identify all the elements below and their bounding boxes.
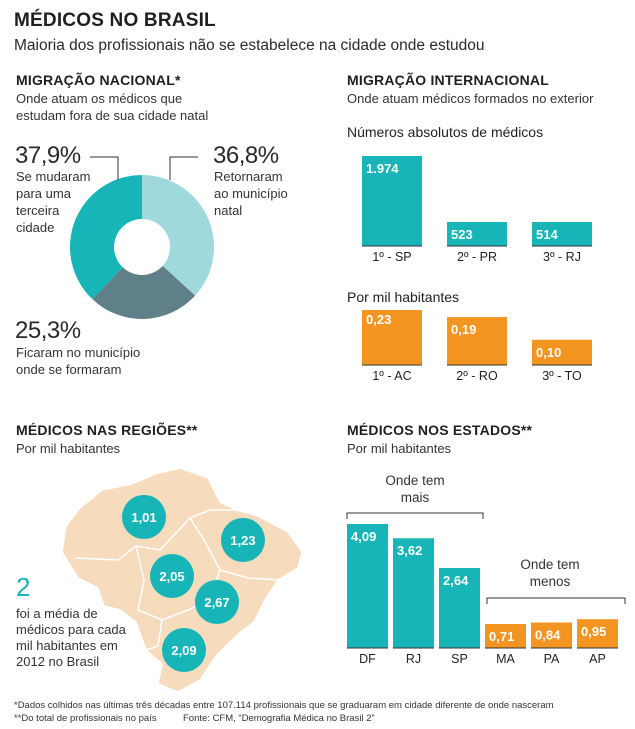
bar-category-1: 1º - SP [372,250,411,264]
donut-slice-2 [142,175,214,296]
bar-3 [439,567,480,648]
brazil-map: 1,01 1,23 2,05 2,67 2,09 [61,467,303,693]
region-bubble-4 [195,580,239,624]
region-value-2: 1,23 [230,533,255,548]
bar-category-2: 2º - PR [457,250,497,264]
page-title: MÉDICOS NO BRASIL [14,10,216,31]
per-chart-title: Por mil habitantes [347,289,460,305]
bar-2 [393,538,434,648]
map-border-n [75,509,236,561]
bar-category-2: RJ [406,652,421,666]
abs-bar-chart: 1.974 1º - SP 523 2º - PR 514 3º - RJ [362,156,592,264]
page-subtitle: Maioria dos profissionais não se estabel… [14,37,485,54]
bar-1 [347,524,388,648]
source: Fonte: CFM, “Demografia Médica no Brasil… [183,713,375,724]
bar-label-2: 523 [451,227,473,242]
bar-category-6: AP [589,652,606,666]
bar-category-3: 3º - RJ [543,250,581,264]
more-label: Onde tem mais [385,473,445,505]
bar-label-6: 0,95 [581,624,606,639]
donut-chart [70,156,214,319]
bar-category-3: SP [451,652,468,666]
more-bracket [346,512,484,519]
internacional-title: MIGRAÇÃO INTERNACIONAL [347,72,549,88]
internacional-subtitle: Onde atuam médicos formados no exterior [347,91,594,106]
region-bubble-1 [122,495,166,539]
average-text: foi a média de médicos para cada mil hab… [16,606,126,669]
bar-label-2: 3,62 [397,543,422,558]
map-border-s [145,619,163,651]
bar-2 [447,317,507,365]
abs-chart-title: Números absolutos de médicos [347,124,544,140]
less-label: Onde tem menos [520,557,580,589]
bar-label-4: 0,71 [489,629,514,644]
bar-category-5: PA [544,652,560,666]
bar-category-4: MA [496,652,515,666]
bar-label-3: 514 [536,227,558,242]
leader-line-2 [169,156,198,180]
bar-3 [532,222,592,246]
slice-2-label: Retornaram ao município natal [214,169,288,218]
regioes-subtitle: Por mil habitantes [16,441,121,456]
bar-1 [362,156,422,246]
donut-slice-3 [92,265,196,319]
footnote-2: **Do total de profissionais no país [14,713,157,724]
bar-label-1: 0,23 [366,312,391,327]
bar-6 [577,619,618,648]
region-bubble-5 [162,628,206,672]
bar-label-2: 0,19 [451,322,476,337]
average-number: 2 [16,572,31,602]
bar-category-1: 1º - AC [372,369,411,383]
region-value-3: 2,05 [159,569,184,584]
nacional-title: MIGRAÇÃO NACIONAL* [16,72,181,88]
region-bubble-2 [221,518,265,562]
bar-category-1: DF [359,652,376,666]
region-value-1: 1,01 [131,510,156,525]
slice-1-label: Se mudaram para uma terceira cidade [16,169,91,235]
region-value-5: 2,09 [171,643,196,658]
per-bar-chart: 0,23 1º - AC 0,19 2º - RO 0,10 3º - TO [362,310,592,383]
bar-4 [485,624,526,648]
region-value-4: 2,67 [204,595,229,610]
bar-label-1: 1.974 [366,161,399,176]
estados-title: MÉDICOS NOS ESTADOS** [347,422,533,438]
bar-label-3: 2,64 [443,573,469,588]
bar-category-2: 2º - RO [456,369,498,383]
bar-5 [531,622,572,648]
leader-line-1 [90,156,119,180]
bar-label-5: 0,84 [535,628,561,643]
regioes-title: MÉDICOS NAS REGIÕES** [16,422,198,438]
bar-1 [362,310,422,365]
donut-slice-1 [70,175,142,300]
slice-2-value: 36,8% [213,142,279,169]
bar-category-3: 3º - TO [542,369,582,383]
region-bubble-3 [150,554,194,598]
slice-3-value: 25,3% [15,317,81,344]
slice-3-label: Ficaram no município onde se formaram [16,345,141,377]
slice-1-value: 37,9% [15,142,81,169]
bar-3 [532,339,592,365]
estados-subtitle: Por mil habitantes [347,441,452,456]
estados-bar-chart: 4,09 DF 3,62 RJ 2,64 SP 0,71 MA 0,84 PA 0,95 AP [346,512,626,666]
bar-label-1: 4,09 [351,529,376,544]
footnote-1: *Dados colhidos nas últimas três décadas… [14,700,554,711]
map-border-extra [207,477,227,497]
less-bracket [486,597,626,604]
bar-2 [447,222,507,246]
nacional-subtitle: Onde atuam os médicos que estudam fora d… [16,91,209,123]
bar-label-3: 0,10 [536,345,561,360]
